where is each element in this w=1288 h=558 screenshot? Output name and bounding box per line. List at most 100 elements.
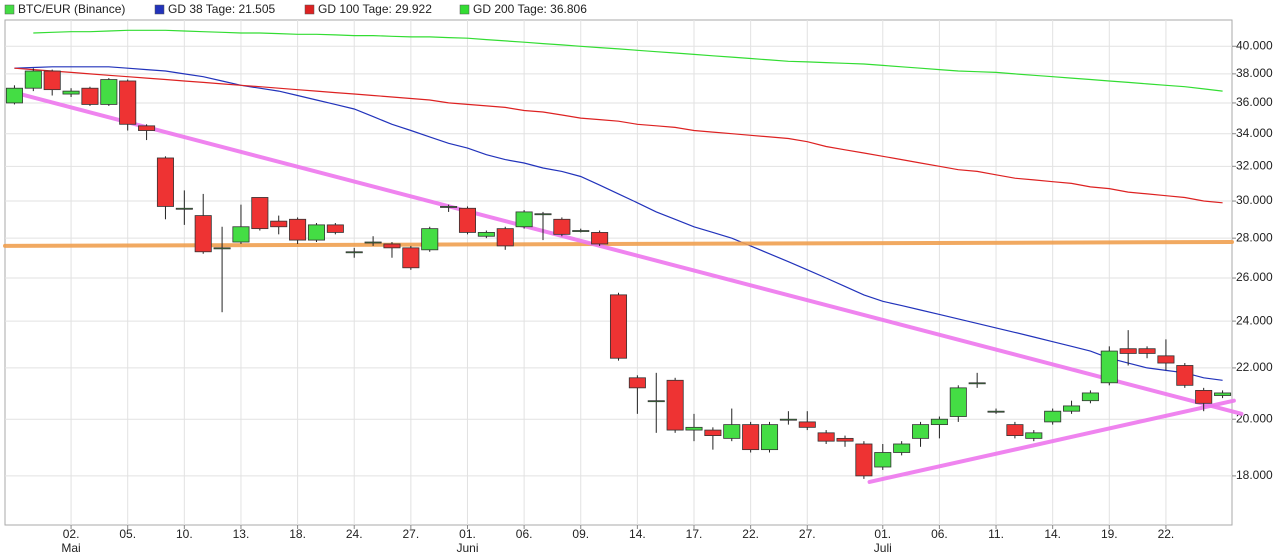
candle-body bbox=[156, 157, 174, 207]
x-tick-label: 24. bbox=[346, 527, 363, 541]
y-tick-label: 38.000 bbox=[1236, 66, 1273, 80]
legend-swatch bbox=[4, 4, 15, 15]
legend-swatch bbox=[459, 4, 470, 15]
moving-average-line bbox=[14, 66, 1223, 381]
x-tick-label: 14. bbox=[629, 527, 646, 541]
candle-body bbox=[326, 224, 344, 233]
candle-body bbox=[289, 218, 307, 241]
candle-body bbox=[1138, 348, 1156, 354]
legend-label: GD 100 Tage: 29.922 bbox=[318, 2, 432, 16]
legend-swatch bbox=[154, 4, 165, 15]
x-tick-label: 05. bbox=[119, 527, 136, 541]
x-tick-label: 19. bbox=[1101, 527, 1118, 541]
candle-body bbox=[855, 443, 873, 477]
candle-body bbox=[760, 424, 779, 451]
y-tick-label: 34.000 bbox=[1236, 126, 1273, 140]
candle-body bbox=[968, 382, 986, 385]
x-tick-label: 01. bbox=[459, 527, 476, 541]
candle-body bbox=[930, 418, 948, 426]
candle-body bbox=[534, 213, 552, 216]
candle-body bbox=[496, 228, 514, 247]
x-tick-label: 11. bbox=[988, 527, 1004, 541]
x-tick-label: 27. bbox=[403, 527, 420, 541]
candle-body bbox=[1157, 355, 1175, 364]
candle-body bbox=[194, 215, 212, 253]
x-tick-label: 06. bbox=[516, 527, 533, 541]
candle-body bbox=[1195, 389, 1213, 404]
candle-body bbox=[779, 418, 797, 421]
candle-body bbox=[402, 247, 420, 269]
candle-body bbox=[742, 424, 760, 451]
x-tick-label: 17. bbox=[686, 527, 703, 541]
plot-area bbox=[4, 19, 1233, 526]
x-tick-label: 18. bbox=[289, 527, 306, 541]
y-tick-label: 40.000 bbox=[1236, 38, 1273, 52]
candle-body bbox=[100, 79, 118, 105]
x-tick-label: 14. bbox=[1044, 527, 1061, 541]
candle-body bbox=[307, 224, 325, 241]
candle-body bbox=[685, 426, 703, 431]
candle-body bbox=[383, 243, 401, 249]
candle-body bbox=[1214, 392, 1232, 396]
candle-body bbox=[628, 377, 646, 389]
moving-average-line bbox=[33, 29, 1223, 92]
trend-line bbox=[867, 398, 1236, 484]
legend-label: GD 38 Tage: 21.505 bbox=[168, 2, 276, 16]
candle-body bbox=[1100, 350, 1118, 384]
candle-body bbox=[421, 228, 439, 251]
candle-body bbox=[666, 379, 684, 431]
legend-swatch bbox=[304, 4, 315, 15]
month-label: Juni bbox=[456, 541, 478, 555]
x-tick-label: 27. bbox=[799, 527, 816, 541]
candle-body bbox=[1044, 410, 1062, 423]
candle-body bbox=[232, 226, 250, 243]
candle-body bbox=[1006, 424, 1024, 436]
y-tick-label: 30.000 bbox=[1236, 193, 1273, 207]
x-tick-label: 01. bbox=[874, 527, 891, 541]
candle-body bbox=[477, 232, 495, 237]
month-label: Mai bbox=[61, 541, 80, 555]
x-tick-label: 06. bbox=[931, 527, 948, 541]
candle-body bbox=[364, 241, 382, 244]
moving-average-line bbox=[14, 67, 1223, 204]
candle-body bbox=[251, 197, 269, 230]
y-tick-label: 18.000 bbox=[1236, 468, 1273, 482]
candle-body bbox=[175, 207, 193, 210]
candle-body bbox=[270, 220, 288, 228]
candle-body bbox=[213, 247, 231, 250]
candle-body bbox=[138, 125, 156, 131]
candle-body bbox=[119, 80, 137, 125]
candle-body bbox=[874, 452, 892, 468]
candle-body bbox=[1063, 405, 1081, 412]
x-tick-label: 22. bbox=[742, 527, 759, 541]
candle-body bbox=[515, 211, 533, 228]
y-tick-label: 24.000 bbox=[1236, 313, 1273, 327]
legend-label: BTC/EUR (Binance) bbox=[18, 2, 125, 16]
y-tick-label: 26.000 bbox=[1236, 270, 1273, 284]
x-tick-label: 22. bbox=[1158, 527, 1175, 541]
candle-body bbox=[1081, 392, 1099, 402]
x-tick-label: 10. bbox=[176, 527, 193, 541]
candle-body bbox=[5, 87, 23, 104]
candle-body bbox=[609, 294, 628, 359]
candle-body bbox=[62, 90, 80, 95]
candle-body bbox=[440, 206, 458, 208]
candle-body bbox=[949, 387, 967, 417]
y-tick-label: 32.000 bbox=[1236, 158, 1273, 172]
candle-body bbox=[647, 400, 665, 403]
candle-body bbox=[987, 410, 1005, 413]
candle-body bbox=[345, 251, 363, 254]
candle-body bbox=[24, 70, 42, 89]
candle-body bbox=[817, 432, 835, 442]
y-tick-label: 36.000 bbox=[1236, 95, 1273, 109]
candle-body bbox=[553, 218, 571, 235]
candle-body bbox=[591, 232, 609, 245]
legend-label: GD 200 Tage: 36.806 bbox=[473, 2, 587, 16]
candle-body bbox=[1119, 348, 1137, 354]
x-tick-label: 13. bbox=[233, 527, 250, 541]
month-label: Juli bbox=[874, 541, 892, 555]
candle-body bbox=[723, 424, 741, 439]
candle-body bbox=[43, 70, 61, 91]
